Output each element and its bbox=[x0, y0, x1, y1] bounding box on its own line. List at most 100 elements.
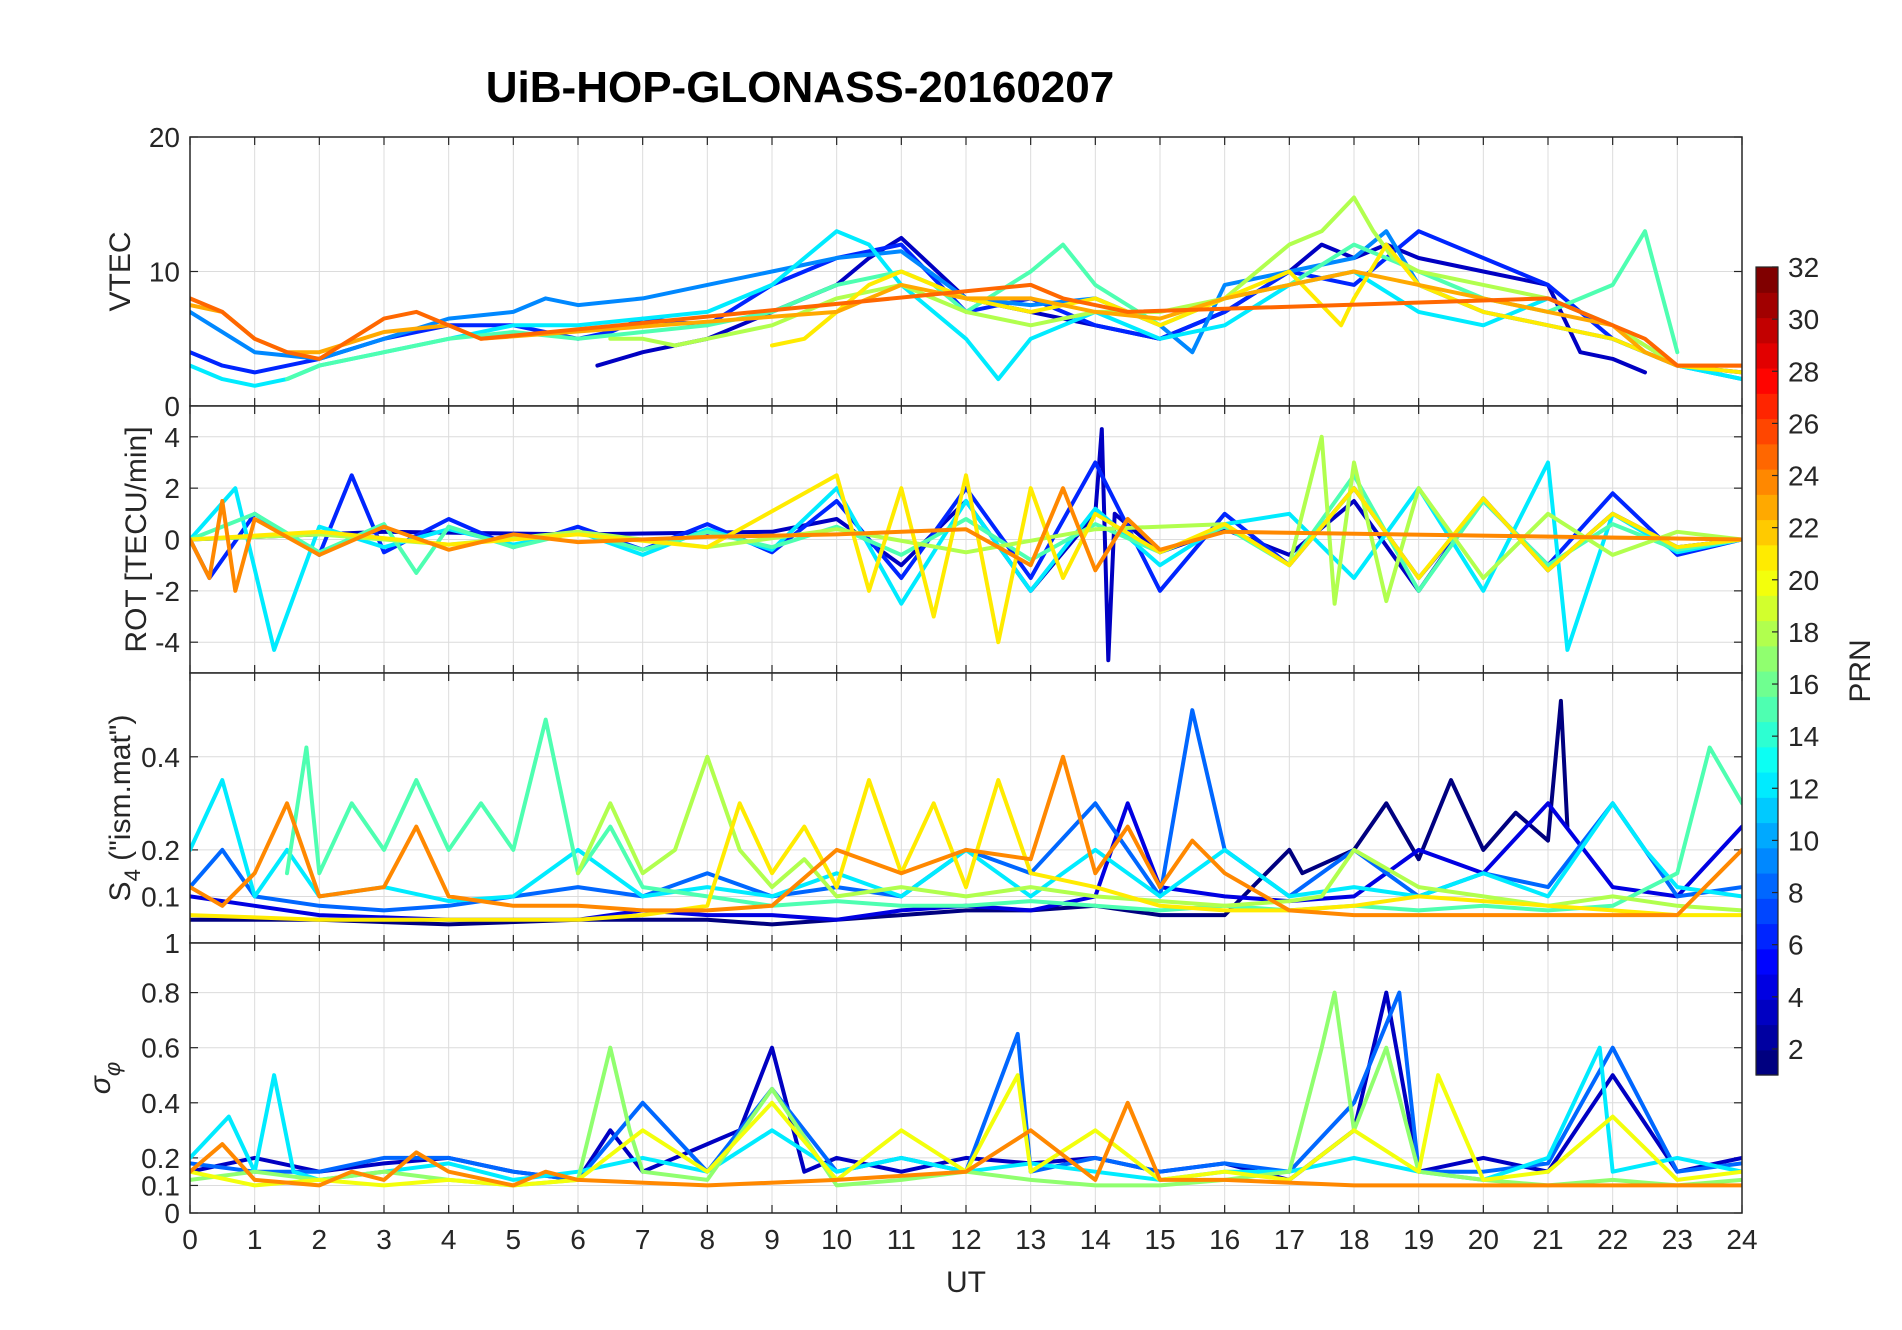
y-tick-label: 0 bbox=[164, 391, 180, 422]
colorbar-tick-label: 10 bbox=[1788, 825, 1819, 856]
colorbar-swatch bbox=[1756, 772, 1778, 798]
x-axis-label: UT bbox=[946, 1266, 986, 1299]
colorbar-swatch bbox=[1756, 368, 1778, 394]
colorbar-tick-label: 18 bbox=[1788, 617, 1819, 648]
colorbar-tick-label: 14 bbox=[1788, 721, 1819, 752]
colorbar-swatch bbox=[1756, 848, 1778, 874]
x-tick-label: 18 bbox=[1338, 1224, 1369, 1255]
x-tick-label: 6 bbox=[570, 1224, 586, 1255]
y-tick-label: 10 bbox=[149, 257, 180, 288]
colorbar-swatch bbox=[1756, 545, 1778, 571]
colorbar-swatch bbox=[1756, 722, 1778, 748]
colorbar-label: PRN bbox=[1844, 639, 1877, 702]
colorbar-swatch bbox=[1756, 318, 1778, 344]
panel-ROT: -4 -2 0 2 4 ROT [TECU/min] bbox=[120, 406, 1742, 673]
colorbar-tick-label: 24 bbox=[1788, 461, 1819, 492]
y-tick-label: 1 bbox=[164, 928, 180, 959]
colorbar-swatch bbox=[1756, 444, 1778, 470]
y-tick-label: 0.2 bbox=[141, 835, 180, 866]
x-tick-label: 19 bbox=[1403, 1224, 1434, 1255]
y-tick-label: 0.4 bbox=[141, 742, 180, 773]
colorbar-swatch bbox=[1756, 974, 1778, 1000]
colorbar-tick-label: 22 bbox=[1788, 513, 1819, 544]
y-axis-label-rest: ("ism.mat") bbox=[104, 715, 137, 870]
colorbar-swatch bbox=[1756, 1025, 1778, 1051]
x-tick-label: 13 bbox=[1015, 1224, 1046, 1255]
x-tick-label: 23 bbox=[1662, 1224, 1693, 1255]
colorbar-swatch bbox=[1756, 469, 1778, 495]
chart-title: UiB-HOP-GLONASS-20160207 bbox=[486, 63, 1114, 112]
colorbar-tick-label: 26 bbox=[1788, 408, 1819, 439]
x-tick-label: 24 bbox=[1726, 1224, 1757, 1255]
y-axis-label: S4 ("ism.mat") bbox=[104, 715, 145, 902]
x-tick-label: 17 bbox=[1274, 1224, 1305, 1255]
y-tick-label: 0.1 bbox=[141, 881, 180, 912]
colorbar-swatch bbox=[1756, 520, 1778, 546]
x-tick-label: 0 bbox=[182, 1224, 198, 1255]
colorbar-swatch bbox=[1756, 393, 1778, 419]
x-tick-label: 2 bbox=[312, 1224, 328, 1255]
y-axis-label: σφ bbox=[84, 1062, 125, 1094]
x-tick-label: 4 bbox=[441, 1224, 457, 1255]
x-tick-label: 11 bbox=[887, 1224, 916, 1255]
colorbar-tick-label: 16 bbox=[1788, 669, 1819, 700]
colorbar-swatch bbox=[1756, 924, 1778, 950]
x-tick-label: 5 bbox=[506, 1224, 522, 1255]
x-tick-label: 8 bbox=[700, 1224, 716, 1255]
colorbar-swatch bbox=[1756, 898, 1778, 924]
colorbar-tick-label: 12 bbox=[1788, 773, 1819, 804]
colorbar-swatch bbox=[1756, 823, 1778, 849]
x-tick-label: 12 bbox=[950, 1224, 981, 1255]
y-tick-label: 0.4 bbox=[141, 1088, 180, 1119]
colorbar-swatch bbox=[1756, 570, 1778, 596]
panel-VTEC: 0 10 20 VTEC bbox=[104, 122, 1742, 422]
x-tick-label: 21 bbox=[1532, 1224, 1563, 1255]
y-tick-label: 0.8 bbox=[141, 978, 180, 1009]
colorbar-swatch bbox=[1756, 595, 1778, 621]
x-tick-label: 22 bbox=[1597, 1224, 1628, 1255]
x-tick-label: 3 bbox=[376, 1224, 392, 1255]
y-tick-label: 0 bbox=[164, 1198, 180, 1229]
x-tick-label: 1 bbox=[247, 1224, 263, 1255]
colorbar-swatch bbox=[1756, 797, 1778, 823]
y-axis-label-main: σ bbox=[84, 1074, 117, 1094]
y-axis-label: VTEC bbox=[104, 231, 137, 311]
y-tick-label: 4 bbox=[164, 422, 180, 453]
colorbar-tick-label: 4 bbox=[1788, 982, 1804, 1013]
y-tick-label: -2 bbox=[155, 576, 180, 607]
y-tick-label: 0.1 bbox=[141, 1170, 180, 1201]
y-tick-label: -4 bbox=[155, 627, 180, 658]
x-tick-label: 14 bbox=[1080, 1224, 1111, 1255]
colorbar-swatch bbox=[1756, 696, 1778, 722]
colorbar-tick-label: 20 bbox=[1788, 565, 1819, 596]
colorbar-swatch bbox=[1756, 621, 1778, 647]
colorbar-swatch bbox=[1756, 343, 1778, 369]
colorbar-swatch bbox=[1756, 292, 1778, 318]
x-tick-label: 9 bbox=[764, 1224, 780, 1255]
y-axis-label: ROT [TECU/min] bbox=[120, 426, 153, 652]
y-tick-label: 0 bbox=[164, 525, 180, 556]
colorbar-tick-label: 32 bbox=[1788, 252, 1819, 283]
colorbar-swatch bbox=[1756, 419, 1778, 445]
colorbar-swatch bbox=[1756, 873, 1778, 899]
colorbar-swatch bbox=[1756, 999, 1778, 1025]
x-tick-label: 20 bbox=[1468, 1224, 1499, 1255]
y-axis-label-sub: φ bbox=[100, 1062, 125, 1076]
panel-sigma_phi: 0 1 2 3 4 5 6 7 8 9 10 11 12 13 14 15 16 17 18 19 20 21 22 23 24… bbox=[84, 943, 1758, 1255]
colorbar-tick-label: 6 bbox=[1788, 930, 1804, 961]
colorbar-tick-label: 8 bbox=[1788, 878, 1804, 909]
colorbar-swatch bbox=[1756, 646, 1778, 672]
colorbar-tick-label: 30 bbox=[1788, 304, 1819, 335]
x-tick-label: 16 bbox=[1209, 1224, 1240, 1255]
x-tick-label: 7 bbox=[635, 1224, 651, 1255]
colorbar-tick-label: 28 bbox=[1788, 356, 1819, 387]
colorbar-swatch bbox=[1756, 494, 1778, 520]
colorbar-swatch bbox=[1756, 747, 1778, 773]
colorbar-swatch bbox=[1756, 949, 1778, 975]
colorbar-swatch bbox=[1756, 1050, 1778, 1076]
x-tick-label: 15 bbox=[1144, 1224, 1175, 1255]
x-tick-label: 10 bbox=[821, 1224, 852, 1255]
